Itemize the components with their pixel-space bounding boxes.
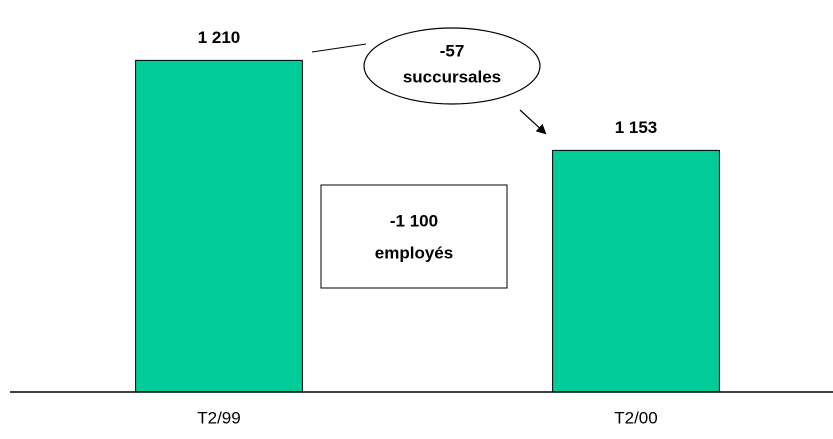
callout-ellipse — [363, 27, 541, 105]
annotation-text: employés — [375, 243, 453, 262]
bar — [552, 149, 720, 393]
x-tick-label: T2/99 — [197, 408, 240, 427]
x-tick-label: T2/00 — [614, 408, 657, 427]
annotation-text: -57 — [440, 41, 465, 60]
leader-line — [311, 43, 367, 53]
bar — [135, 59, 303, 393]
annotation-box — [320, 184, 508, 289]
value-label: 1 210 — [198, 28, 241, 47]
arrow — [519, 109, 547, 135]
annotation-text: succursales — [403, 67, 501, 86]
annotation-text: -1 100 — [390, 211, 438, 230]
value-label: 1 153 — [615, 118, 658, 137]
